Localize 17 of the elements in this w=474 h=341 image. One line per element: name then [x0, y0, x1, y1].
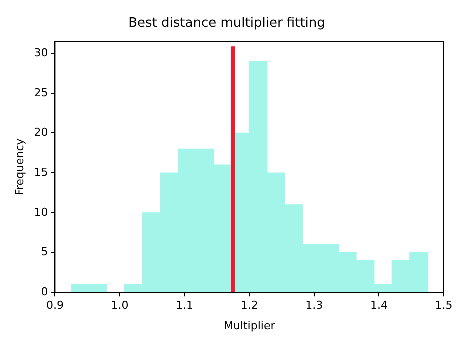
x-tick-label: 0.9 [46, 299, 64, 312]
y-tick-label: 25 [34, 86, 48, 100]
x-tick-label: 1.4 [370, 299, 388, 312]
y-tick-label: 5 [41, 246, 48, 259]
y-axis-title: Frequency [13, 138, 26, 196]
x-axis-title: Multiplier [224, 319, 276, 332]
chart-title: Best distance multiplier fitting [128, 16, 326, 32]
y-tick-label: 10 [34, 206, 48, 219]
y-tick-label: 30 [34, 46, 48, 60]
y-tick-label: 15 [34, 166, 48, 179]
x-tick-label: 1.2 [240, 299, 258, 312]
x-tick-label: 1.5 [435, 299, 453, 312]
y-tick-label: 0 [41, 285, 48, 298]
x-tick-label: 1.3 [306, 299, 324, 312]
y-tick-label: 20 [34, 126, 48, 140]
x-tick-label: 1.1 [176, 299, 194, 312]
x-tick-label: 1.0 [111, 299, 129, 312]
